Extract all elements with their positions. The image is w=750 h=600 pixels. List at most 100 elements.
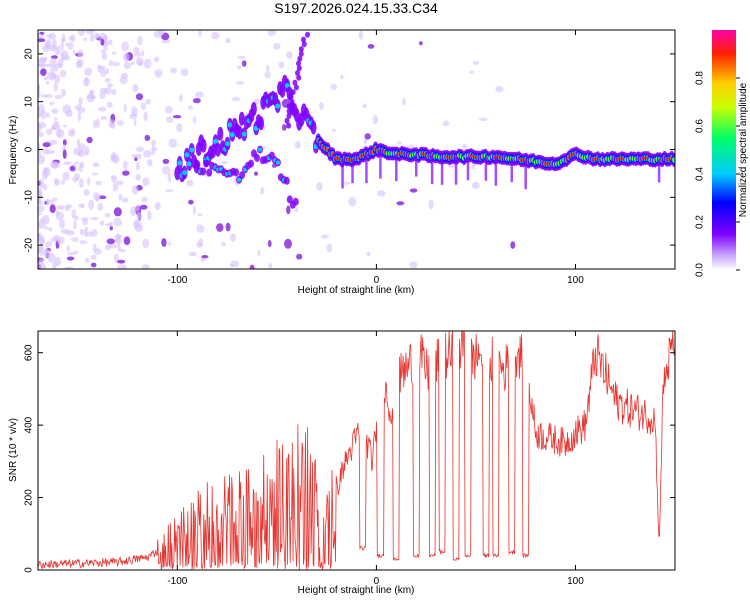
noise-blob [178,94,183,102]
noise-blob [100,116,108,120]
noise-blob [132,84,139,93]
noise-blob [402,97,406,106]
x-tick-label: 100 [567,576,584,587]
noise-blob [197,213,203,217]
snr-frame [37,330,676,571]
noise-blob [396,141,402,145]
noise-blob [225,222,231,232]
noise-blob [77,30,85,36]
noise-blob [74,173,80,181]
noise-blob [117,242,121,252]
noise-blob [47,71,56,81]
noise-blob [362,103,367,109]
noise-blob [216,223,224,232]
noise-blob [78,203,84,208]
branch-blob [292,197,299,206]
noise-blob [49,57,57,68]
noise-blob [123,61,131,70]
noise-blob [154,201,161,210]
noise-blob [51,108,59,114]
colorbar-gradient [712,30,736,270]
y-tick-label: 0 [24,146,35,152]
noise-blob [62,171,70,181]
noise-blob [278,61,285,69]
ridge-halo [236,125,243,140]
noise-blob [48,227,53,232]
snr-line [38,331,675,570]
noise-blob [38,89,41,99]
noise-blob [116,120,124,126]
noise-blob [122,160,128,171]
noise-blob [107,83,114,88]
y-tick-label: -10 [24,190,35,205]
noise-blob [147,159,153,167]
noise-blob [78,163,83,173]
noise-blob [294,207,299,213]
ridge-core [186,161,192,167]
noise-blob [60,38,66,42]
noise-blob [225,37,231,44]
noise-blob [59,219,65,229]
noise-blob [95,180,102,186]
x-tick-label: 0 [374,576,380,587]
x-tick-label: -100 [167,275,187,286]
noise-blob [71,237,79,242]
noise-blob [121,41,129,52]
noise-blob [114,233,121,243]
noise-blob [57,45,61,55]
ridge-core [284,83,290,88]
noise-blob [66,245,71,252]
noise-blob [61,179,66,185]
noise-blob [284,238,292,249]
noise-blob [142,238,150,249]
noise-blob [192,205,197,215]
noise-blob [54,234,60,242]
branch-blob [254,153,260,162]
noise-blob [372,114,379,125]
colorbar-ticks: 0.0 0.2 0.4 0.6 0.8 [695,71,740,277]
noise-blob [471,162,476,170]
noise-blob [141,196,148,203]
noise-blob [106,101,113,108]
noise-blob [111,88,117,96]
y-tick-label: 0 [24,567,35,573]
noise-blob [195,91,204,99]
noise-blob [249,264,255,269]
noise-blob [51,122,61,131]
noise-blob [103,45,108,52]
noise-blob [86,93,95,103]
noise-blob [119,248,126,253]
noise-blob [62,149,67,159]
noise-blob [61,88,67,97]
streak-blob [286,122,292,129]
noise-blob [72,49,76,55]
noise-blob [143,111,148,122]
noise-blob [40,109,47,120]
noise-blob [366,251,371,257]
noise-blob [145,98,151,105]
noise-blob [40,68,47,76]
noise-blob [135,153,142,160]
noise-blob [62,139,67,146]
noise-blob [104,78,111,83]
streak-blob [296,60,301,67]
noise-blob [99,220,105,226]
noise-blob [116,259,126,264]
noise-blob [54,94,63,100]
noise-blob [59,69,67,78]
ridge-core [177,160,183,166]
noise-blob [38,150,42,157]
noise-blob [100,67,107,78]
noise-blob [84,226,88,232]
noise-blob [129,113,138,120]
noise-blob [113,207,122,217]
noise-blob [143,149,152,158]
noise-blob [136,211,142,220]
noise-blob [130,61,135,65]
noise-blob [42,142,51,148]
branch-blob [283,176,290,185]
noise-blob [69,34,76,43]
colorbar-tick-label: 0.6 [695,119,706,133]
noise-blob [211,31,220,40]
